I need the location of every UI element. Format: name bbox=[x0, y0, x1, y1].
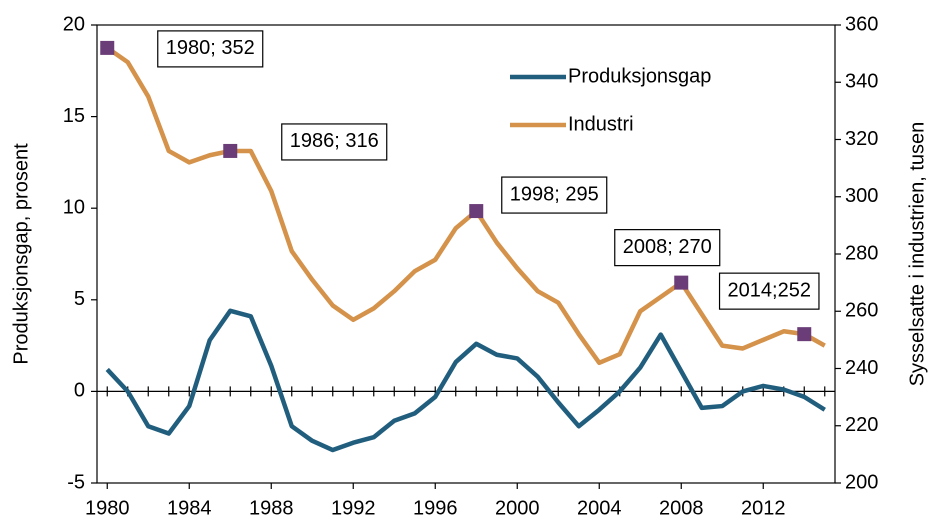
y-axis-label: Produksjonsgap, prosent bbox=[10, 143, 32, 365]
annotation-label: 2008; 270 bbox=[623, 236, 712, 258]
y-tick-label: 10 bbox=[63, 196, 85, 218]
y2-tick-label: 300 bbox=[845, 185, 878, 207]
y2-tick-label: 280 bbox=[845, 242, 878, 264]
series-line bbox=[105, 308, 826, 453]
x-tick-label: 2008 bbox=[659, 497, 704, 519]
point-marker bbox=[223, 143, 238, 158]
series-line bbox=[105, 46, 826, 366]
annotation-box bbox=[157, 30, 264, 68]
annotation-box bbox=[281, 123, 388, 161]
x-tick-label: 2004 bbox=[577, 497, 622, 519]
y2-tick-label: 320 bbox=[845, 128, 878, 150]
y-tick-label: 15 bbox=[63, 105, 85, 127]
plot-frame bbox=[96, 24, 836, 484]
point-marker bbox=[100, 40, 115, 55]
annotation-box bbox=[501, 176, 608, 214]
y-tick-label: 0 bbox=[74, 380, 85, 402]
y2-tick-label: 240 bbox=[845, 357, 878, 379]
y2-tick-label: 200 bbox=[845, 471, 878, 493]
x-tick-label: 2012 bbox=[741, 497, 786, 519]
point-marker bbox=[797, 327, 812, 342]
point-marker bbox=[674, 275, 689, 290]
legend-label: Produksjonsgap bbox=[568, 65, 711, 87]
annotation-label: 2014;252 bbox=[728, 279, 811, 301]
y-tick-label: 20 bbox=[63, 13, 85, 35]
annotation-box bbox=[718, 272, 820, 310]
annotation-box bbox=[614, 229, 721, 267]
y-tick-label: 5 bbox=[74, 288, 85, 310]
y2-tick-label: 260 bbox=[845, 300, 878, 322]
x-tick-label: 1988 bbox=[249, 497, 294, 519]
x-tick-label: 1992 bbox=[331, 497, 376, 519]
point-marker bbox=[469, 204, 484, 219]
y2-tick-label: 220 bbox=[845, 414, 878, 436]
y-tick-label: -5 bbox=[67, 471, 85, 493]
x-tick-label: 1996 bbox=[413, 497, 458, 519]
annotation-label: 1986; 316 bbox=[290, 130, 379, 152]
legend-label: Industri bbox=[568, 113, 634, 135]
y2-tick-label: 360 bbox=[845, 13, 878, 35]
y2-axis-label: Sysselsatte i industrien, tusen bbox=[906, 122, 928, 387]
x-tick-label: 1980 bbox=[85, 497, 130, 519]
y2-tick-label: 340 bbox=[845, 71, 878, 93]
x-tick-label: 2000 bbox=[495, 497, 540, 519]
x-tick-label: 1984 bbox=[167, 497, 212, 519]
annotation-label: 1980; 352 bbox=[166, 37, 255, 59]
annotation-label: 1998; 295 bbox=[510, 183, 599, 205]
